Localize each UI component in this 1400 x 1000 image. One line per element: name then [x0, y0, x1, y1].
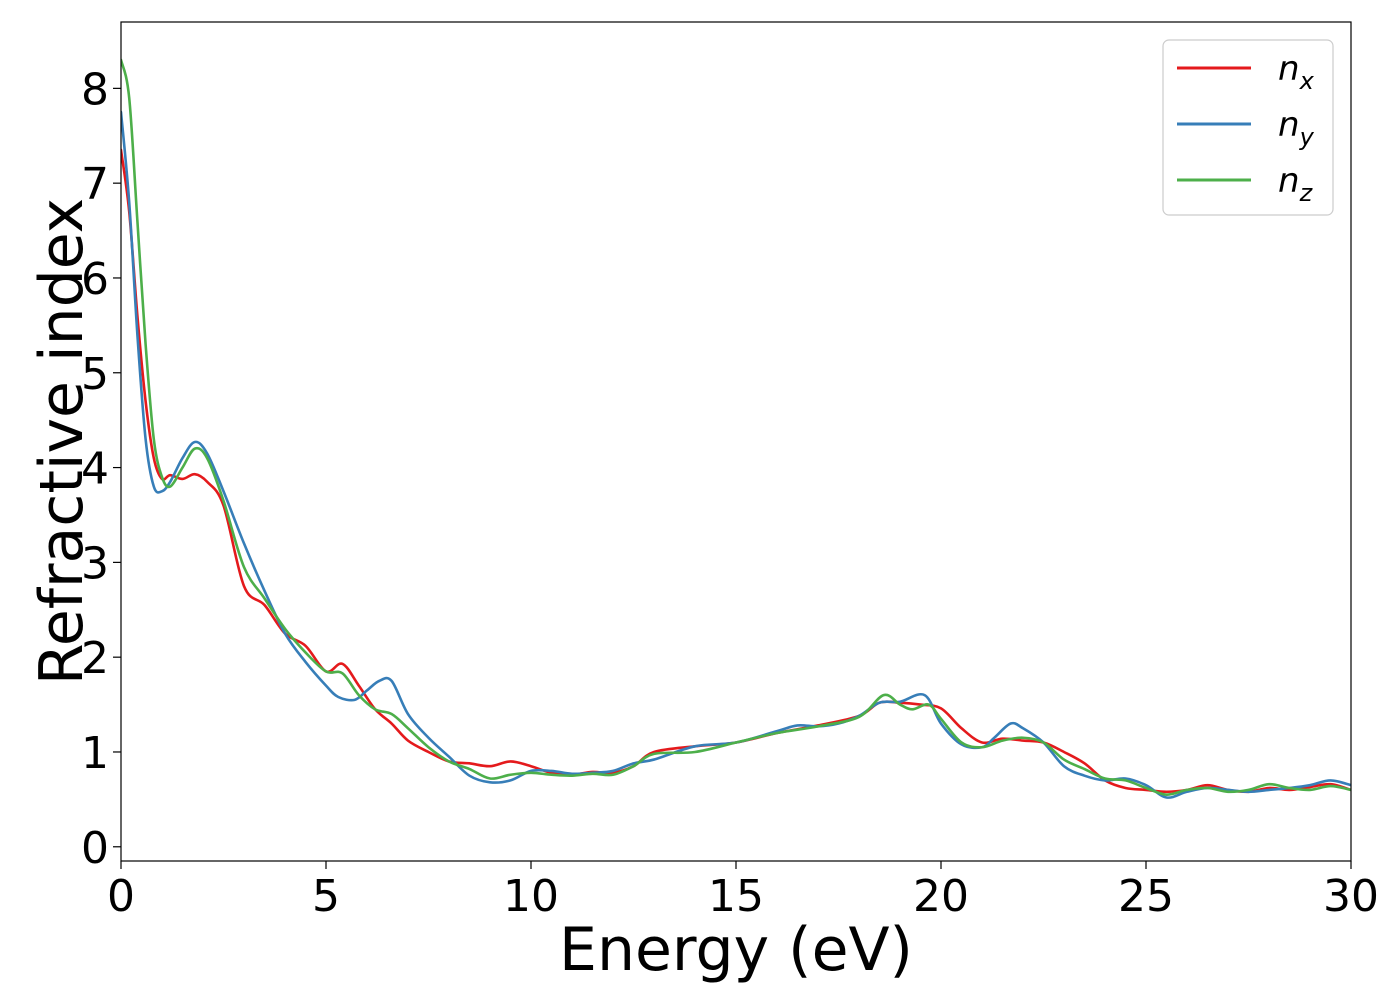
- legend-label-subscript: x: [1299, 67, 1315, 95]
- y-axis-ticks: 0 1 2 3 4 5 6 7 8: [81, 64, 121, 874]
- series-line-z: [121, 58, 1351, 796]
- y-tick-label: 4: [81, 444, 109, 495]
- y-tick-label: 6: [81, 254, 109, 305]
- x-tick-label: 20: [913, 871, 969, 922]
- y-tick-label: 0: [81, 823, 109, 874]
- y-tick-label: 5: [81, 349, 109, 400]
- legend-label-subscript: y: [1299, 123, 1315, 151]
- x-tick-label: 30: [1323, 871, 1379, 922]
- legend-label-y: ny: [1278, 105, 1315, 151]
- y-tick-label: 3: [81, 538, 109, 589]
- y-tick-label: 1: [81, 728, 109, 779]
- x-tick-label: 5: [312, 871, 340, 922]
- series-layer: [121, 58, 1351, 799]
- x-axis-title: Energy (eV): [559, 915, 913, 985]
- x-axis-ticks: 0 5 10 15 20 25 30: [107, 861, 1379, 922]
- legend-label-z: nz: [1278, 161, 1314, 207]
- legend-label-base: n: [1278, 105, 1300, 145]
- legend-label-x: nx: [1278, 49, 1315, 95]
- series-line-x: [121, 148, 1351, 794]
- y-tick-label: 8: [81, 64, 109, 115]
- x-tick-label: 10: [503, 871, 559, 922]
- legend-label-subscript: z: [1299, 179, 1314, 207]
- y-axis-title: Refractive index: [27, 198, 97, 685]
- legend-box: [1162, 39, 1334, 216]
- x-tick-label: 0: [107, 871, 135, 922]
- legend-label-base: n: [1278, 161, 1300, 201]
- x-tick-label: 15: [708, 871, 764, 922]
- legend-label-base: n: [1278, 49, 1300, 89]
- y-tick-label: 2: [81, 633, 109, 684]
- x-tick-label: 25: [1118, 871, 1174, 922]
- series-line-y: [121, 110, 1351, 799]
- y-tick-label: 7: [81, 159, 109, 210]
